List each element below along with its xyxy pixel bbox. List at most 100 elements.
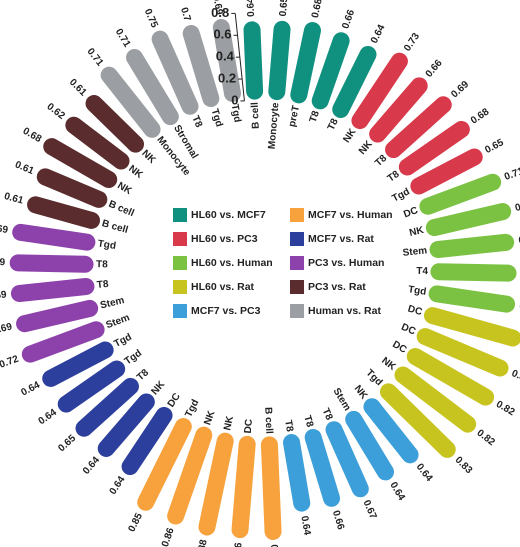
bar <box>260 436 282 540</box>
category-label: DC <box>166 391 183 409</box>
legend-text: MCF7 vs. Human <box>308 209 393 221</box>
legend-swatch <box>173 232 187 246</box>
bar <box>243 21 264 100</box>
bar <box>428 285 516 313</box>
value-label: 0.65 <box>278 0 291 17</box>
category-label: Tgd <box>112 332 133 350</box>
category-label: DC <box>406 304 423 318</box>
category-label: NK <box>115 180 134 197</box>
bar <box>363 398 419 464</box>
bar <box>151 30 199 115</box>
value-label: 0.64 <box>414 462 435 484</box>
tick-label: 0.4 <box>216 49 235 64</box>
category-label: Tgd <box>390 186 411 204</box>
value-label: 0.69 <box>0 222 9 236</box>
bar <box>394 366 477 433</box>
bar <box>27 196 101 229</box>
value-label: 0.64 <box>245 0 257 17</box>
bar <box>385 96 452 159</box>
category-label: DC <box>402 205 419 220</box>
category-label: DC <box>390 339 408 356</box>
value-label: 0.72 <box>519 301 520 315</box>
value-label: 0.64 <box>387 480 407 503</box>
bar <box>43 138 118 188</box>
value-label: 0.85 <box>126 511 145 534</box>
legend-swatch <box>290 232 304 246</box>
category-label: preT <box>287 105 302 128</box>
category-label: Tgd <box>209 108 225 129</box>
value-label: 0.64 <box>37 407 60 427</box>
category-label: T8 <box>308 109 322 124</box>
bar <box>65 116 130 170</box>
legend-text: HL60 vs. Human <box>191 257 273 269</box>
category-label: Tgd <box>123 348 144 367</box>
legend-text: MCF7 vs. PC3 <box>191 305 261 317</box>
tick-label: 0.2 <box>218 70 236 85</box>
legend-text: HL60 vs. MCF7 <box>191 209 266 221</box>
category-label: T8 <box>373 153 389 169</box>
value-label: 0.75 <box>142 7 160 30</box>
value-label: 0.82 <box>510 368 520 386</box>
category-label: NK <box>222 414 236 431</box>
value-label: 0.71 <box>113 27 133 50</box>
legend-text: Human vs. Rat <box>308 305 381 317</box>
category-label: NK <box>357 138 375 157</box>
value-label: 0.61 <box>13 159 36 177</box>
value-label: 0.64 <box>369 23 388 46</box>
legend-text: HL60 vs. Rat <box>191 281 255 293</box>
category-label: NK <box>139 148 158 167</box>
value-label: 0.61 <box>67 77 89 99</box>
category-label: NK <box>379 355 398 373</box>
category-label: Tgd <box>97 238 117 252</box>
value-label: 0.72 <box>0 354 20 371</box>
bar <box>231 435 256 539</box>
category-label: B cell <box>262 407 274 434</box>
legend-swatch <box>290 256 304 270</box>
value-label: 0.64 <box>108 474 128 497</box>
value-label: 0.68 <box>310 0 325 19</box>
category-label: NK <box>149 379 167 398</box>
value-label: 0.64 <box>19 380 42 399</box>
bar <box>304 428 341 507</box>
value-label: 0.82 <box>475 428 498 449</box>
bar <box>42 341 114 387</box>
bar <box>345 410 394 481</box>
legend-swatch <box>173 280 187 294</box>
bar <box>369 77 428 143</box>
bar <box>398 120 470 176</box>
legend-swatch <box>173 304 187 318</box>
value-label: 0.87 <box>268 544 280 547</box>
bar <box>126 48 179 126</box>
bar <box>419 173 502 215</box>
value-label: 0.66 <box>424 57 445 79</box>
category-label: B cell <box>101 218 130 236</box>
bar <box>121 406 173 476</box>
value-label: 0.7 <box>518 234 520 246</box>
tick-label: 0.6 <box>213 27 231 42</box>
bar <box>351 52 408 130</box>
category-label: Tgd <box>229 103 243 123</box>
category-label: NK <box>202 409 217 427</box>
value-label: 0.64 <box>81 454 102 476</box>
value-label: 0.69 <box>210 0 224 16</box>
bar <box>283 434 311 512</box>
value-label: 0.82 <box>494 399 517 418</box>
value-label: 0.83 <box>453 455 475 477</box>
bar <box>182 24 220 108</box>
bar <box>311 32 350 110</box>
category-label: NK <box>352 383 370 402</box>
legend-text: MCF7 vs. Rat <box>308 233 374 245</box>
bar <box>198 432 234 536</box>
bar <box>212 19 241 102</box>
bar <box>10 278 95 302</box>
category-label: T8 <box>96 259 108 270</box>
value-label: 0.71 <box>85 46 106 68</box>
value-label: 0.88 <box>195 538 210 547</box>
category-label: T8 <box>282 419 295 433</box>
bar <box>137 418 192 511</box>
value-label: 0.61 <box>3 191 25 207</box>
category-label: Stem <box>402 245 428 259</box>
value-label: 0.69 <box>449 79 471 100</box>
value-label: 0.86 <box>232 542 245 547</box>
